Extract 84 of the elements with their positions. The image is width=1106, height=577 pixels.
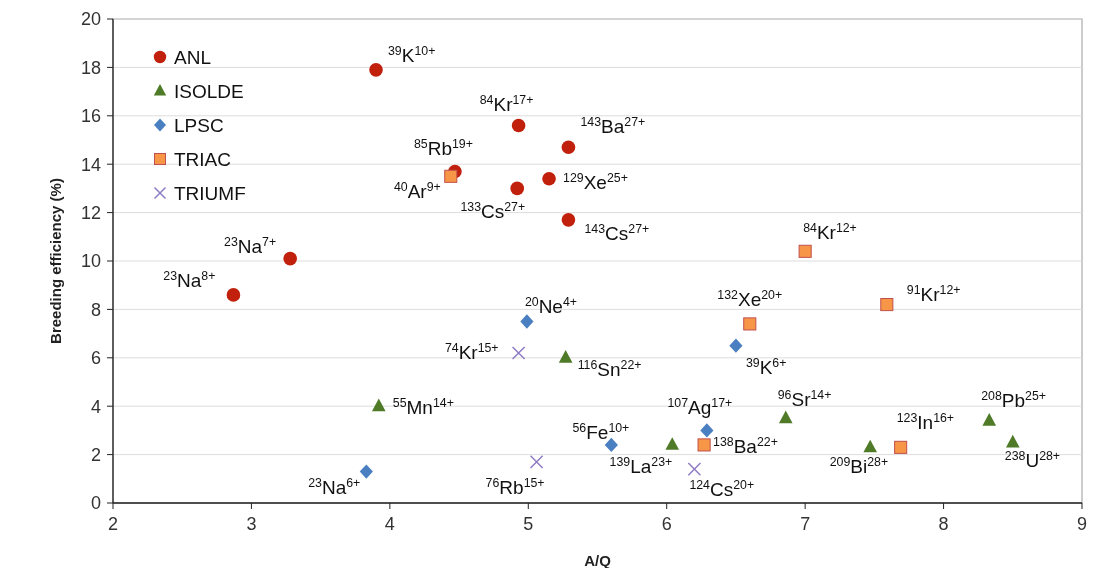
y-axis-title: Breeding efficiency (%) (47, 178, 64, 344)
annotation: $^{209}$Bi$^{28+}$ (829, 455, 889, 478)
annotation: $^{20}$Ne$^{4+}$ (524, 294, 578, 317)
y-tick-label: 16 (80, 106, 101, 127)
point (778, 410, 793, 424)
annotation: $^{132}$Xe$^{20+}$ (717, 287, 783, 310)
annotation: $^{40}$Ar$^{9+}$ (393, 180, 441, 203)
point (561, 140, 576, 155)
annotation: $^{23}$Na$^{7+}$ (224, 234, 277, 257)
annotation: $^{133}$Cs$^{27+}$ (460, 200, 526, 223)
point (880, 298, 894, 312)
legend-label: TRIUMF (174, 182, 246, 204)
y-tick-label: 2 (90, 444, 101, 465)
point (729, 338, 743, 353)
point (561, 213, 576, 227)
y-tick-label: 0 (90, 493, 101, 514)
annotation: $^{84}$Kr$^{17+}$ (479, 93, 534, 116)
legend-label: ISOLDE (174, 80, 244, 102)
y-tick-label: 8 (90, 299, 101, 320)
point (520, 314, 534, 329)
point (700, 423, 714, 438)
point (687, 462, 702, 476)
point (665, 437, 680, 450)
point (604, 437, 618, 453)
annotation: $^{23}$Na$^{8+}$ (163, 268, 216, 291)
x-tick-label: 6 (661, 514, 672, 534)
annotation: $^{96}$Sr$^{14+}$ (777, 388, 832, 411)
point (444, 169, 458, 183)
annotation: $^{74}$Kr$^{15+}$ (444, 340, 499, 363)
point (542, 171, 556, 186)
annotation: $^{116}$Sn$^{22+}$ (577, 357, 642, 380)
point (982, 413, 997, 426)
annotation: $^{55}$Mn$^{14+}$ (392, 396, 454, 419)
y-tick-label: 14 (80, 154, 101, 175)
point (558, 350, 573, 363)
legend-label: TRIAC (174, 148, 231, 170)
y-tick-label: 18 (80, 57, 101, 78)
annotation: $^{85}$Rb$^{19+}$ (413, 137, 473, 160)
annotation: $^{76}$Rb$^{15+}$ (485, 475, 545, 498)
point (226, 288, 241, 302)
annotation: $^{84}$Kr$^{12+}$ (803, 221, 857, 244)
point (743, 317, 757, 331)
y-tick-label: 20 (80, 9, 101, 30)
x-tick-label: 9 (1076, 514, 1088, 534)
y-tick-label: 6 (90, 348, 101, 369)
annotation: $^{23}$Na$^{6+}$ (308, 475, 361, 498)
x-tick-label: 2 (107, 514, 119, 534)
point (359, 464, 373, 479)
annotation: $^{107}$Ag$^{17+}$ (667, 396, 733, 419)
legend-label: ANL (174, 46, 211, 68)
y-tick-label: 4 (90, 396, 101, 417)
x-tick-label: 4 (384, 514, 395, 534)
annotation: $^{139}$La$^{23+}$ (609, 454, 673, 477)
x-tick-label: 5 (523, 514, 534, 534)
y-tick-label: 10 (80, 251, 101, 272)
annotation: $^{39}$K$^{6+}$ (745, 355, 787, 378)
annotation: $^{143}$Ba$^{27+}$ (580, 115, 646, 138)
point (894, 440, 908, 454)
point (511, 346, 526, 360)
annotation: $^{123}$In$^{16+}$ (896, 411, 955, 434)
annotation: $^{124}$Cs$^{20+}$ (689, 478, 755, 501)
annotation: $^{56}$Fe$^{10+}$ (572, 420, 630, 443)
annotation: $^{39}$K$^{10+}$ (388, 43, 436, 66)
legend-label: LPSC (174, 114, 224, 136)
point (697, 438, 711, 452)
x-tick-label: 3 (246, 514, 257, 534)
annotation: $^{91}$Kr$^{12+}$ (906, 282, 961, 305)
point (371, 398, 386, 412)
annotation: $^{238}$U$^{28+}$ (1004, 448, 1061, 471)
point (529, 455, 544, 469)
annotation: $^{143}$Cs$^{27+}$ (584, 221, 650, 244)
point (510, 181, 525, 196)
x-tick-label: 7 (800, 514, 811, 534)
point (511, 118, 526, 133)
point (369, 63, 383, 77)
annotation: $^{138}$Ba$^{22+}$ (713, 434, 778, 457)
x-tick-label: 8 (938, 514, 949, 534)
annotation: $^{208}$Pb$^{25+}$ (981, 388, 1047, 411)
point (1005, 434, 1020, 448)
point (798, 244, 812, 258)
point (283, 251, 298, 266)
annotation: $^{129}$Xe$^{25+}$ (563, 170, 628, 193)
point (863, 439, 878, 453)
y-tick-label: 12 (80, 202, 101, 223)
